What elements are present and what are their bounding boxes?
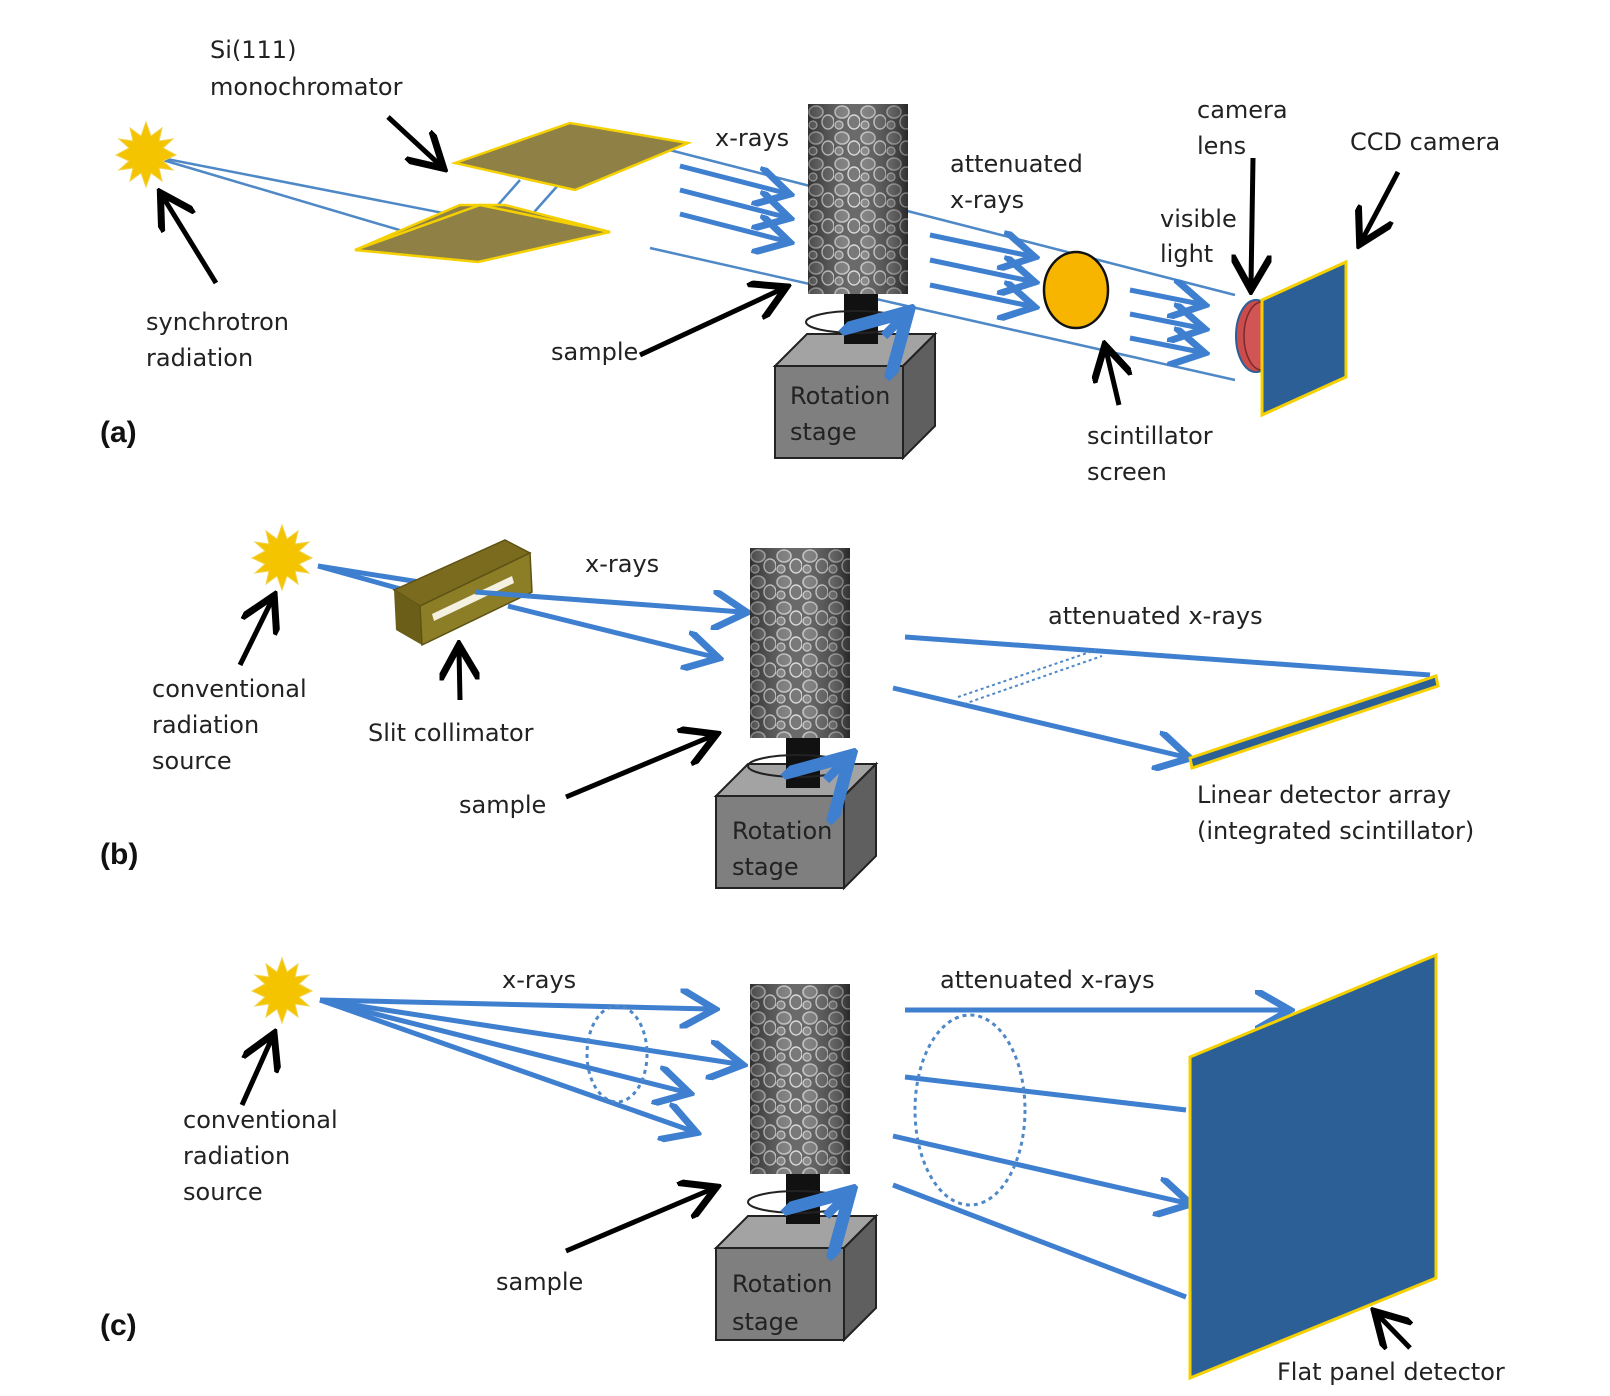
label-linear-detector: Linear detector array <box>1197 781 1451 809</box>
panel-b: x-rays attenuated x-rays conventional ra… <box>100 523 1474 889</box>
monochromator-crystal-upper <box>450 121 693 192</box>
label-c-attenuated: attenuated x-rays <box>940 966 1155 994</box>
label-light: light <box>1160 240 1213 268</box>
label-a-stage: stage <box>790 418 857 446</box>
panel-b-attenuated-ray-arrows <box>892 634 1431 757</box>
label-b-radiation: radiation <box>152 711 259 739</box>
slit-collimator-icon <box>392 539 533 647</box>
panel-b-sample-cylinder <box>748 548 850 788</box>
panel-a-visible-light-arrows <box>1129 290 1200 352</box>
label-a-rotation: Rotation <box>790 382 890 410</box>
linear-detector-array <box>1188 674 1440 770</box>
label-visible: visible <box>1160 205 1237 233</box>
label-c-rotation: Rotation <box>732 1270 832 1298</box>
panel-c: x-rays attenuated x-rays conventional ra… <box>100 952 1505 1386</box>
panel-c-attenuated-cone-ellipse <box>913 1013 1027 1207</box>
label-a-xrays: x-rays <box>715 124 789 152</box>
label-c-xrays: x-rays <box>502 966 576 994</box>
label-c-source: source <box>183 1178 263 1206</box>
label-flat-panel-detector: Flat panel detector <box>1277 1358 1505 1386</box>
label-b-conventional: conventional <box>152 675 307 703</box>
label-b-stage: stage <box>732 853 799 881</box>
panel-a: Si(111) monochromator x-rays attenuated … <box>100 36 1500 486</box>
label-c-radiation: radiation <box>183 1142 290 1170</box>
monochromator-crystal-lower-body <box>354 203 611 264</box>
label-slit-collimator: Slit collimator <box>368 719 534 747</box>
label-b-attenuated: attenuated x-rays <box>1048 602 1263 630</box>
label-c-conventional: conventional <box>183 1106 338 1134</box>
label-b-sample: sample <box>459 791 546 819</box>
label-lens: lens <box>1197 132 1246 160</box>
panel-c-sample-cylinder <box>748 984 850 1224</box>
panel-a-incident-ray-arrows <box>679 163 785 241</box>
label-radiation: radiation <box>146 344 253 372</box>
label-synchrotron: synchrotron <box>146 308 289 336</box>
label-b-source: source <box>152 747 232 775</box>
flat-panel-detector <box>1188 952 1438 1381</box>
synchrotron-source-icon <box>114 120 178 189</box>
label-b-rotation: Rotation <box>732 817 832 845</box>
label-c-stage: stage <box>732 1308 799 1336</box>
label-camera: camera <box>1197 96 1288 124</box>
panel-a-attenuated-ray-arrows <box>929 235 1030 306</box>
panel-a-pointer-arrows <box>163 115 1401 406</box>
panel-a-sample-cylinder <box>806 104 908 344</box>
label-scintillator: scintillator <box>1087 422 1213 450</box>
panel-c-attenuated-ray-arrows <box>892 1010 1285 1300</box>
label-monochromator: monochromator <box>210 73 403 101</box>
label-c-sample: sample <box>496 1268 583 1296</box>
panel-b-pointer-arrows <box>237 600 712 800</box>
panel-c-pointer-arrows <box>239 1038 1410 1348</box>
label-integrated-scintillator: (integrated scintillator) <box>1197 817 1474 845</box>
scintillator-screen-disc <box>1042 250 1110 330</box>
label-si111: Si(111) <box>210 36 296 64</box>
label-attenuated-1: attenuated <box>950 150 1083 178</box>
panel-b-source-icon <box>250 523 314 592</box>
label-ccd-camera: CCD camera <box>1350 128 1500 156</box>
panel-c-tag: (c) <box>100 1309 137 1342</box>
panel-a-tag: (a) <box>100 416 137 449</box>
label-a-sample: sample <box>551 338 638 366</box>
ccd-camera-panel <box>1260 259 1348 418</box>
panel-b-tag: (b) <box>100 838 138 871</box>
label-b-xrays: x-rays <box>585 550 659 578</box>
label-attenuated-2: x-rays <box>950 186 1024 214</box>
panel-c-source-icon <box>250 956 314 1025</box>
panel-c-incident-cone-ellipse <box>585 1004 649 1104</box>
panel-c-incident-ray-arrows <box>319 1000 738 1131</box>
label-screen: screen <box>1087 458 1167 486</box>
panel-b-incident-ray-arrows <box>474 589 742 657</box>
